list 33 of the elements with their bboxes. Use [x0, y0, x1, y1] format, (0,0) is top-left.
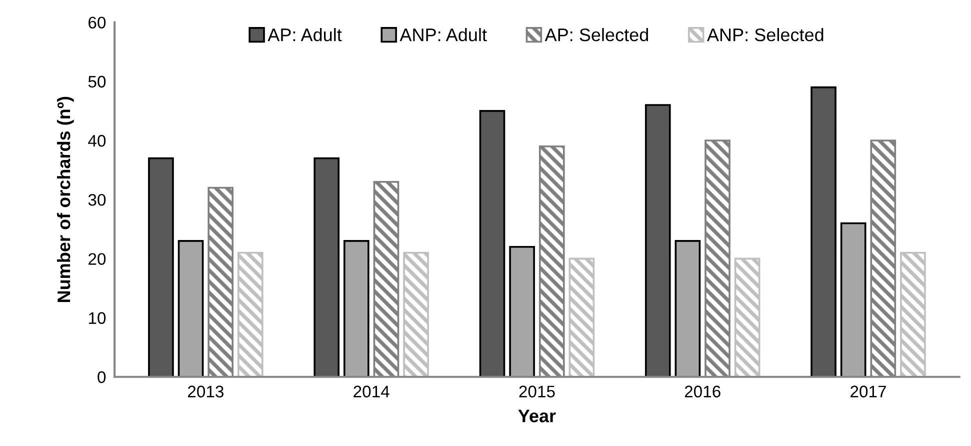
bar: [568, 258, 595, 377]
bar: [509, 246, 535, 377]
bar: [644, 104, 671, 377]
bar: [148, 157, 174, 377]
legend-label: ANP: Selected: [706, 28, 824, 42]
bar: [344, 240, 370, 377]
bar: [403, 252, 429, 377]
y-tick-label: 10: [88, 312, 106, 324]
legend-label: AP: Selected: [544, 28, 648, 42]
x-tick-label: 2016: [684, 386, 720, 398]
y-tick-label: 0: [98, 371, 106, 384]
y-tick-label: 50: [88, 76, 106, 88]
bar: [734, 258, 760, 377]
bar: [900, 252, 926, 377]
bar: [810, 86, 836, 377]
x-tick-label: 2014: [354, 386, 390, 398]
y-tick-label: 40: [88, 134, 106, 147]
bar: [674, 240, 701, 377]
bar: [314, 157, 340, 377]
y-tick-label: 30: [88, 194, 106, 206]
bar: [840, 222, 866, 377]
legend-label: AP: Adult: [268, 28, 342, 42]
x-tick-label: 2017: [850, 386, 886, 398]
y-tick-label: 20: [88, 253, 106, 265]
bar: [237, 252, 264, 377]
x-tick-label: 2015: [519, 386, 555, 398]
y-axis-title: Number of orchards (nº): [56, 96, 74, 302]
legend-label: ANP: Adult: [400, 28, 487, 42]
bar: [479, 110, 506, 377]
y-tick-label: 60: [88, 16, 106, 29]
bar: [178, 240, 204, 377]
x-axis-title: Year: [518, 410, 556, 422]
x-tick-label: 2013: [188, 386, 224, 398]
